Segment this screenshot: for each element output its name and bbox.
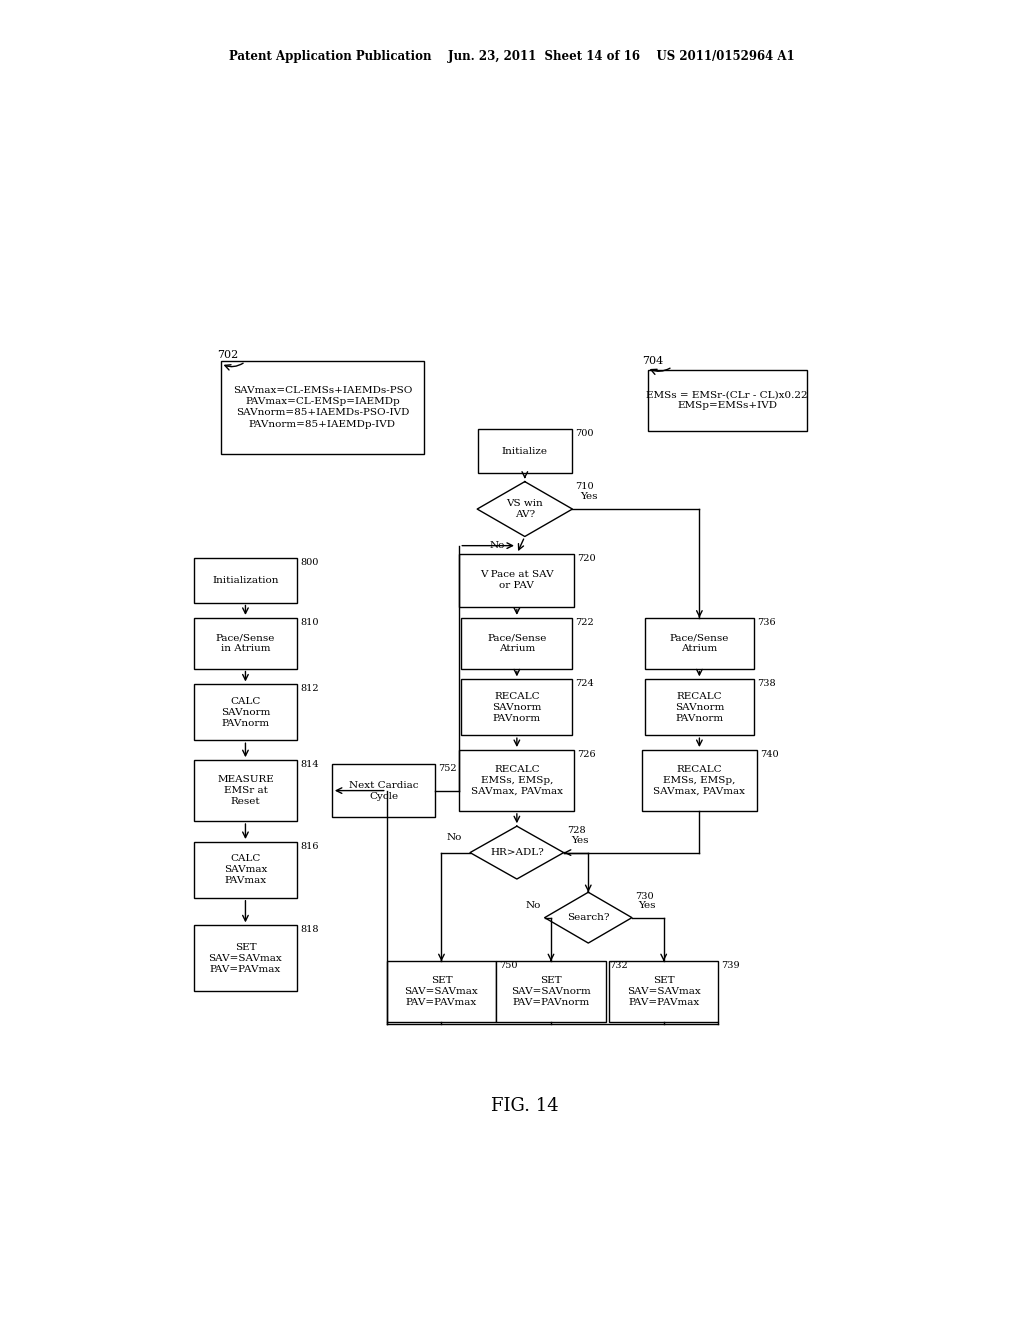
Bar (645, 618, 754, 669)
Text: 730: 730 (635, 892, 653, 902)
Bar (194, 618, 297, 669)
Bar (194, 842, 297, 898)
Text: Next Cardiac
Cycle: Next Cardiac Cycle (349, 780, 418, 801)
Text: No: No (446, 833, 462, 842)
Text: 740: 740 (760, 750, 778, 759)
Text: SET
SAV=SAVmax
PAV=PAVmax: SET SAV=SAVmax PAV=PAVmax (404, 977, 478, 1007)
Bar (648, 370, 807, 430)
Text: SET
SAV=SAVmax
PAV=PAVmax: SET SAV=SAVmax PAV=PAVmax (627, 977, 700, 1007)
Bar (387, 961, 497, 1022)
Text: 738: 738 (758, 680, 776, 688)
Bar (332, 764, 435, 817)
Text: 700: 700 (574, 429, 593, 438)
Text: Initialization: Initialization (212, 576, 279, 585)
Text: RECALC
EMSs, EMSp,
SAVmax, PAVmax: RECALC EMSs, EMSp, SAVmax, PAVmax (653, 764, 745, 796)
Text: 800: 800 (300, 558, 318, 566)
Bar (645, 680, 754, 735)
Text: RECALC
SAVnorm
PAVnorm: RECALC SAVnorm PAVnorm (675, 692, 724, 723)
Text: SET
SAV=SAVmax
PAV=PAVmax: SET SAV=SAVmax PAV=PAVmax (209, 942, 283, 974)
Text: 814: 814 (300, 760, 318, 770)
Bar (194, 925, 297, 991)
Text: No: No (525, 902, 541, 909)
Bar (478, 429, 571, 474)
Text: 816: 816 (300, 842, 318, 851)
Text: MEASURE
EMSr at
Reset: MEASURE EMSr at Reset (217, 775, 273, 807)
Text: 726: 726 (578, 750, 596, 759)
Text: Pace/Sense
Atrium: Pace/Sense Atrium (487, 634, 547, 653)
Text: 720: 720 (578, 554, 596, 562)
Bar (194, 558, 297, 602)
Text: 722: 722 (575, 618, 594, 627)
Text: CALC
SAVnorm
PAVnorm: CALC SAVnorm PAVnorm (221, 697, 270, 727)
Text: 732: 732 (609, 961, 628, 970)
Text: No: No (489, 541, 505, 549)
Bar (194, 760, 297, 821)
Text: 752: 752 (438, 764, 457, 774)
Text: Pace/Sense
Atrium: Pace/Sense Atrium (670, 634, 729, 653)
Text: Pace/Sense
in Atrium: Pace/Sense in Atrium (216, 634, 275, 653)
Text: 818: 818 (300, 925, 318, 935)
Text: Yes: Yes (638, 902, 655, 909)
Text: EMSs = EMSr-(CLr - CL)x0.22
EMSp=EMSs+IVD: EMSs = EMSr-(CLr - CL)x0.22 EMSp=EMSs+IV… (646, 391, 808, 411)
Text: V Pace at SAV
or PAV: V Pace at SAV or PAV (480, 570, 554, 590)
Text: CALC
SAVmax
PAVmax: CALC SAVmax PAVmax (224, 854, 267, 886)
Bar (642, 750, 757, 810)
Bar (221, 360, 424, 454)
Text: Initialize: Initialize (502, 446, 548, 455)
Text: SET
SAV=SAVnorm
PAV=PAVnorm: SET SAV=SAVnorm PAV=PAVnorm (511, 977, 591, 1007)
Text: RECALC
SAVnorm
PAVnorm: RECALC SAVnorm PAVnorm (493, 692, 542, 723)
Text: HR>ADL?: HR>ADL? (490, 849, 544, 857)
Bar (460, 750, 574, 810)
Text: 736: 736 (758, 618, 776, 627)
Text: Yes: Yes (581, 492, 598, 502)
Text: SAVmax=CL-EMSs+IAEMDs-PSO
PAVmax=CL-EMSp=IAEMDp
SAVnorm=85+IAEMDs-PSO-IVD
PAVnor: SAVmax=CL-EMSs+IAEMDs-PSO PAVmax=CL-EMSp… (232, 387, 412, 429)
Text: 739: 739 (722, 961, 740, 970)
Text: 710: 710 (575, 482, 594, 491)
Bar (497, 961, 606, 1022)
Bar (461, 618, 572, 669)
Text: RECALC
EMSs, EMSp,
SAVmax, PAVmax: RECALC EMSs, EMSp, SAVmax, PAVmax (471, 764, 563, 796)
Text: Yes: Yes (571, 836, 589, 845)
Text: 728: 728 (567, 826, 586, 836)
Text: 704: 704 (642, 356, 664, 366)
Bar (460, 554, 574, 607)
Text: 750: 750 (500, 961, 518, 970)
Text: VS win
AV?: VS win AV? (507, 499, 543, 519)
Bar (609, 961, 719, 1022)
Bar (461, 680, 572, 735)
Text: 724: 724 (575, 680, 594, 688)
Text: 702: 702 (217, 350, 239, 359)
Text: FIG. 14: FIG. 14 (490, 1097, 559, 1114)
Bar (194, 684, 297, 741)
Text: Search?: Search? (567, 913, 609, 923)
Text: 812: 812 (300, 684, 318, 693)
Text: 810: 810 (300, 618, 318, 627)
Text: Patent Application Publication    Jun. 23, 2011  Sheet 14 of 16    US 2011/01529: Patent Application Publication Jun. 23, … (229, 50, 795, 63)
